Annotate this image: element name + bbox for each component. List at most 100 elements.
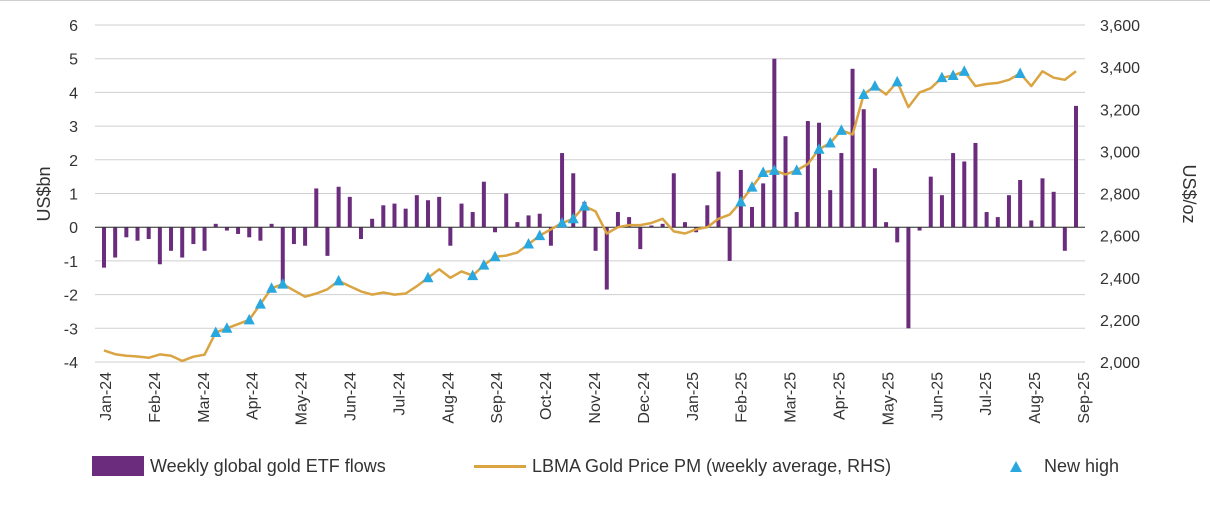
etf-flow-bar: [448, 227, 453, 246]
x-tick-label: Jul-24: [391, 372, 408, 416]
etf-flow-bar: [984, 212, 989, 228]
etf-flow-bar: [526, 215, 531, 228]
etf-flow-bar: [537, 213, 542, 228]
legend-new-high-label: New high: [1044, 455, 1120, 476]
etf-flow-bar: [1006, 195, 1011, 228]
etf-flow-bar: [593, 227, 598, 251]
etf-flow-bar: [817, 122, 822, 228]
new-high-marker: [567, 212, 579, 224]
new-high-marker: [266, 282, 278, 293]
new-high-marker: [947, 69, 959, 81]
x-tick-label: Jan-24: [98, 372, 115, 421]
etf-flow-bar: [493, 227, 498, 233]
etf-flow-bar: [604, 227, 609, 290]
etf-flow-bar: [783, 136, 788, 228]
etf-flow-bar: [180, 227, 185, 258]
left-tick-label: 2: [69, 153, 78, 170]
x-tick-label: May-25: [880, 372, 897, 425]
etf-flow-bar: [750, 206, 754, 228]
etf-flow-bar: [615, 212, 620, 228]
left-tick-label: 1: [69, 187, 78, 204]
x-tick-label: Sep-24: [489, 372, 506, 424]
etf-flow-bar: [649, 225, 654, 228]
left-tick-label: -4: [64, 355, 78, 372]
etf-flow-bar: [828, 190, 833, 228]
legend-item-etf-flows: Weekly global gold ETF flows: [92, 452, 386, 480]
legend-gold-price-label: LBMA Gold Price PM (weekly average, RHS): [532, 455, 892, 476]
gold-etf-chart: -4 -3 -2 -1 0 1 2 3 4 5 6 2,000 2,200 2,400 2,600 2,80…: [34, 18, 1199, 425]
etf-flow-bar: [157, 227, 162, 265]
etf-flow-bar: [280, 227, 285, 285]
top-rule: [0, 0, 1210, 1]
new-high-marker: [277, 278, 289, 289]
new-high-marker: [824, 136, 836, 148]
left-tick-label: -2: [64, 288, 78, 305]
right-tick-label: 2,200: [1100, 313, 1140, 330]
legend-bar-swatch: [92, 456, 144, 476]
new-high-markers: [210, 65, 1026, 338]
x-tick-label: May-24: [294, 372, 311, 425]
right-tick-label: 2,000: [1100, 355, 1140, 372]
etf-flow-bar: [414, 195, 419, 228]
legend-line-swatch: [474, 464, 526, 468]
etf-flow-bar: [213, 223, 218, 228]
etf-flow-bar: [146, 227, 151, 239]
etf-flow-bar: [269, 223, 274, 228]
x-tick-label: Aug-24: [440, 372, 457, 424]
etf-flow-bar: [571, 173, 576, 228]
left-axis-label: US$bn: [34, 166, 54, 221]
etf-flow-bar: [336, 186, 341, 228]
etf-flow-bar: [135, 227, 140, 241]
new-high-marker: [422, 271, 434, 283]
etf-flow-bar: [169, 227, 174, 251]
new-high-marker: [478, 259, 490, 270]
etf-flow-bar: [973, 142, 978, 228]
etf-flow-bar: [660, 223, 665, 228]
etf-flow-bar: [403, 208, 408, 228]
x-tick-label: Apr-25: [832, 372, 849, 420]
etf-flow-bar: [582, 201, 587, 228]
etf-flow-bar: [426, 200, 430, 228]
new-high-marker: [1014, 67, 1026, 78]
x-axis-ticks: Jan-24 Feb-24 Mar-24 Apr-24 May-24 Jun-24 Jul-…: [98, 372, 1093, 425]
etf-flow-bar: [951, 153, 956, 228]
gridlines: [95, 24, 1085, 363]
left-tick-label: 4: [69, 85, 78, 102]
right-tick-label: 2,800: [1100, 187, 1140, 204]
x-tick-label: Feb-25: [734, 372, 751, 423]
etf-flow-bar: [794, 212, 799, 228]
etf-flow-bar: [1040, 178, 1045, 228]
etf-flow-bar: [314, 188, 319, 228]
left-tick-label: -3: [64, 321, 78, 338]
new-high-marker: [210, 326, 222, 338]
x-tick-label: Jun-25: [929, 372, 946, 421]
etf-flow-bar: [682, 222, 687, 228]
etf-flow-bar: [638, 227, 643, 250]
new-high-marker: [958, 65, 970, 76]
right-tick-label: 3,200: [1100, 102, 1140, 119]
etf-flow-bar: [392, 203, 397, 228]
x-tick-label: Mar-25: [783, 372, 800, 423]
x-tick-label: Feb-24: [147, 372, 164, 423]
x-tick-label: Nov-24: [587, 372, 604, 424]
right-tick-label: 2,600: [1100, 229, 1140, 246]
etf-flow-bar: [962, 161, 967, 228]
new-high-marker: [835, 124, 847, 135]
new-high-marker: [254, 298, 266, 309]
etf-flow-bar: [872, 168, 877, 228]
etf-flow-bar: [1051, 191, 1056, 228]
x-tick-label: Jul-25: [978, 372, 995, 416]
x-tick-label: Jun-24: [343, 372, 360, 421]
etf-flow-bar: [727, 227, 732, 261]
price-line: [103, 70, 1077, 363]
etf-flow-bar: [224, 227, 229, 231]
left-tick-label: 0: [69, 220, 78, 237]
right-tick-label: 2,400: [1100, 271, 1140, 288]
etf-flow-bar: [347, 196, 352, 228]
x-tick-label: Aug-25: [1027, 372, 1044, 424]
etf-flow-bar: [481, 181, 486, 228]
new-high-marker: [333, 274, 345, 286]
x-tick-label: Sep-25: [1076, 372, 1093, 424]
new-high-marker: [534, 229, 546, 241]
right-tick-label: 3,000: [1100, 144, 1140, 161]
